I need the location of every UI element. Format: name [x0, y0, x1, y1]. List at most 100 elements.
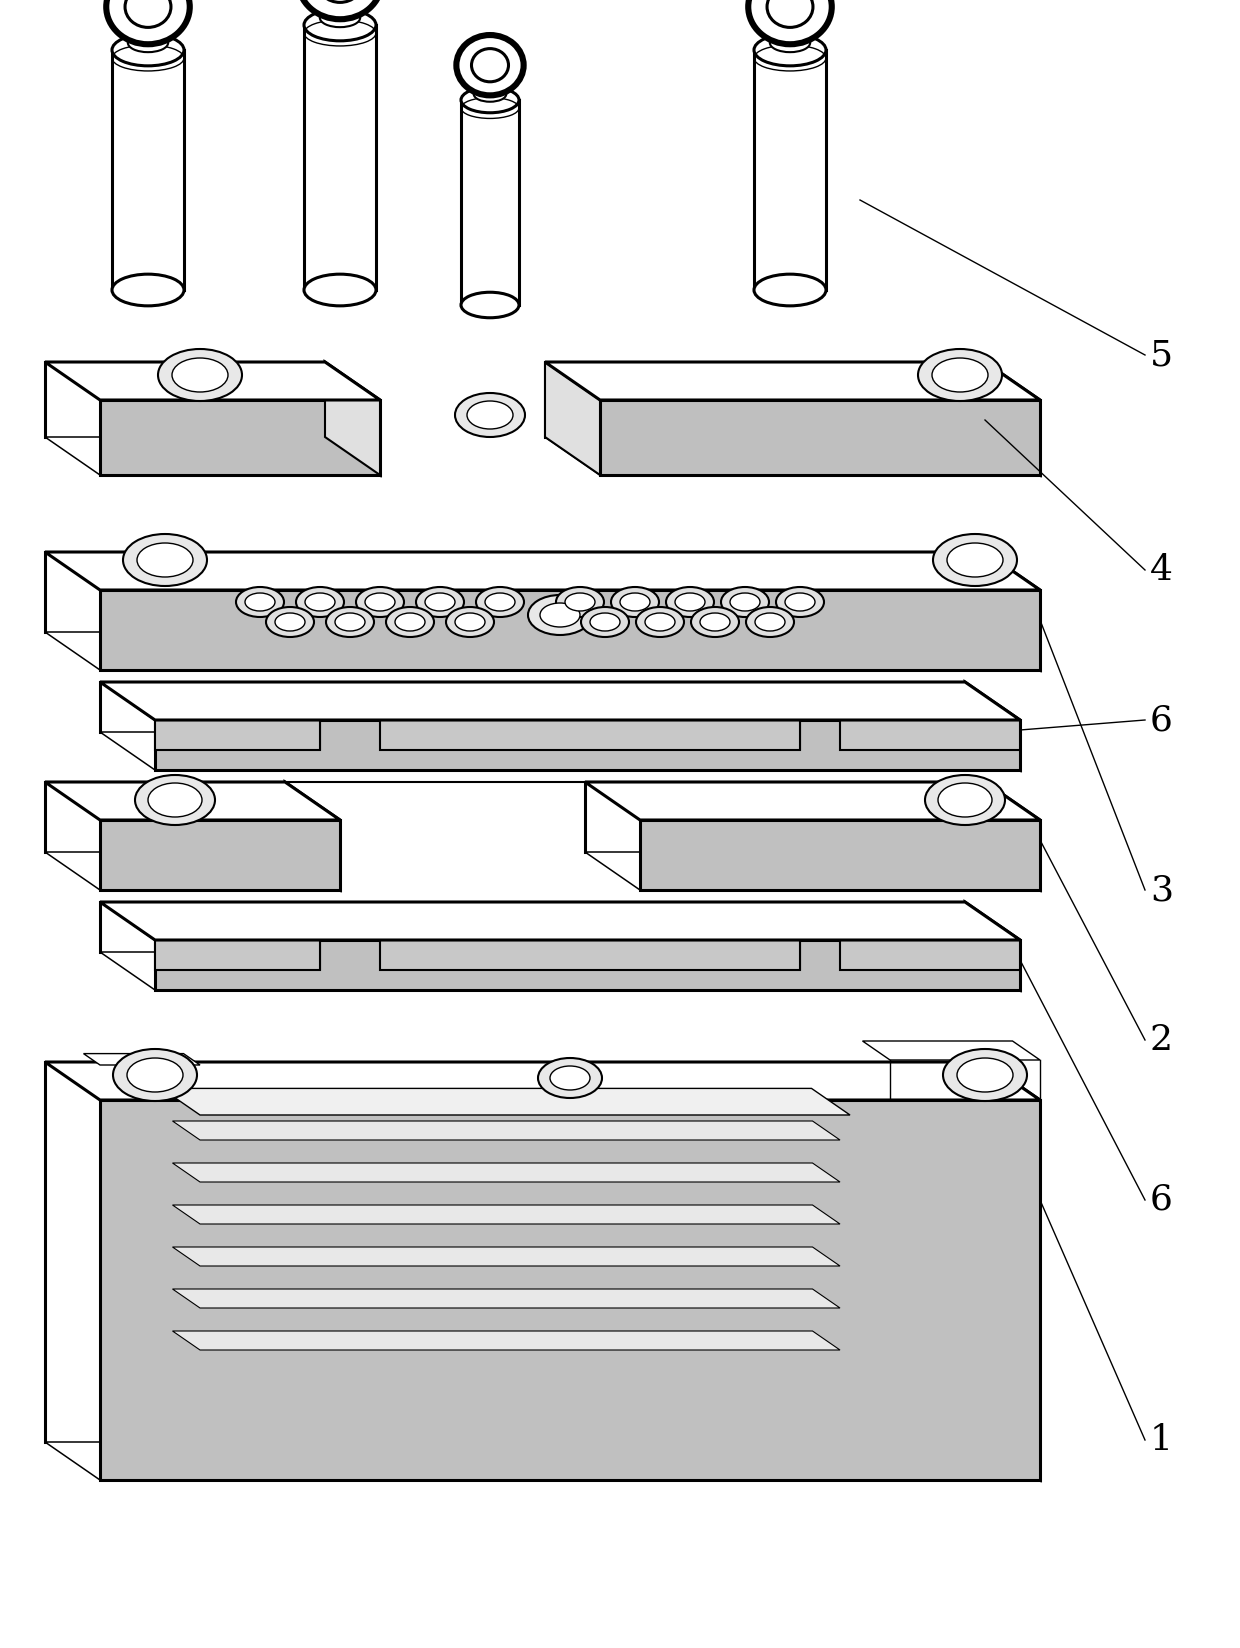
- Polygon shape: [100, 901, 1021, 939]
- Polygon shape: [985, 783, 1040, 890]
- Ellipse shape: [461, 87, 520, 112]
- Polygon shape: [379, 720, 800, 750]
- Polygon shape: [45, 1442, 1040, 1480]
- Polygon shape: [100, 821, 340, 890]
- Ellipse shape: [590, 613, 620, 631]
- Polygon shape: [172, 1248, 839, 1266]
- Polygon shape: [585, 852, 1040, 890]
- Ellipse shape: [135, 775, 215, 826]
- Ellipse shape: [755, 613, 785, 631]
- Text: 1: 1: [1149, 1422, 1173, 1457]
- Polygon shape: [965, 682, 1021, 770]
- Polygon shape: [600, 400, 1040, 475]
- Polygon shape: [100, 953, 1021, 990]
- Polygon shape: [172, 1163, 839, 1182]
- Polygon shape: [298, 705, 320, 750]
- Polygon shape: [298, 925, 320, 971]
- Ellipse shape: [425, 593, 455, 611]
- Polygon shape: [358, 925, 800, 939]
- Polygon shape: [112, 49, 184, 290]
- Polygon shape: [45, 363, 379, 400]
- Ellipse shape: [113, 1050, 197, 1101]
- Polygon shape: [304, 25, 376, 290]
- Polygon shape: [45, 437, 379, 475]
- Ellipse shape: [768, 0, 813, 28]
- Polygon shape: [100, 682, 1021, 720]
- Ellipse shape: [474, 87, 506, 102]
- Ellipse shape: [551, 1066, 590, 1089]
- Ellipse shape: [748, 0, 832, 44]
- Polygon shape: [985, 1061, 1040, 1480]
- Polygon shape: [172, 1289, 839, 1309]
- Ellipse shape: [396, 613, 425, 631]
- Polygon shape: [640, 821, 1040, 890]
- Text: 4: 4: [1149, 554, 1173, 587]
- Ellipse shape: [415, 587, 464, 616]
- Ellipse shape: [942, 1050, 1027, 1101]
- Ellipse shape: [932, 534, 1017, 587]
- Polygon shape: [965, 901, 1021, 990]
- Ellipse shape: [467, 400, 513, 428]
- Ellipse shape: [746, 606, 794, 638]
- Polygon shape: [754, 49, 826, 290]
- Ellipse shape: [932, 358, 988, 392]
- Polygon shape: [839, 720, 1021, 750]
- Polygon shape: [585, 783, 1040, 821]
- Ellipse shape: [320, 8, 360, 26]
- Ellipse shape: [356, 587, 404, 616]
- Polygon shape: [863, 1042, 1040, 1060]
- Polygon shape: [161, 1088, 849, 1116]
- Polygon shape: [133, 925, 320, 939]
- Ellipse shape: [476, 587, 525, 616]
- Text: 5: 5: [1149, 338, 1173, 372]
- Ellipse shape: [918, 349, 1002, 400]
- Ellipse shape: [754, 274, 826, 307]
- Ellipse shape: [305, 593, 335, 611]
- Polygon shape: [45, 852, 340, 890]
- Ellipse shape: [304, 10, 376, 41]
- Polygon shape: [100, 1099, 1040, 1480]
- Ellipse shape: [754, 35, 826, 66]
- Ellipse shape: [937, 783, 992, 817]
- Ellipse shape: [112, 35, 184, 66]
- Ellipse shape: [675, 593, 706, 611]
- Ellipse shape: [455, 613, 485, 631]
- Text: 3: 3: [1149, 873, 1173, 906]
- Ellipse shape: [299, 0, 382, 20]
- Ellipse shape: [582, 606, 629, 638]
- Ellipse shape: [128, 33, 169, 53]
- Polygon shape: [45, 1061, 1040, 1099]
- Ellipse shape: [565, 593, 595, 611]
- Ellipse shape: [455, 392, 525, 437]
- Ellipse shape: [691, 606, 739, 638]
- Ellipse shape: [123, 534, 207, 587]
- Polygon shape: [45, 552, 1040, 590]
- Ellipse shape: [126, 1058, 184, 1093]
- Polygon shape: [325, 363, 379, 475]
- Polygon shape: [777, 925, 800, 971]
- Polygon shape: [358, 705, 800, 720]
- Ellipse shape: [957, 1058, 1013, 1093]
- Ellipse shape: [485, 593, 515, 611]
- Ellipse shape: [296, 587, 343, 616]
- Polygon shape: [83, 1053, 200, 1065]
- Polygon shape: [777, 705, 800, 750]
- Text: 2: 2: [1149, 1023, 1173, 1056]
- Polygon shape: [546, 363, 600, 475]
- Ellipse shape: [246, 593, 275, 611]
- Ellipse shape: [275, 613, 305, 631]
- Polygon shape: [100, 400, 379, 475]
- Polygon shape: [133, 705, 320, 720]
- Polygon shape: [45, 783, 340, 821]
- Polygon shape: [45, 631, 1040, 671]
- Ellipse shape: [776, 587, 825, 616]
- Polygon shape: [546, 363, 1040, 400]
- Ellipse shape: [645, 613, 675, 631]
- Ellipse shape: [446, 606, 494, 638]
- Text: 6: 6: [1149, 1183, 1173, 1216]
- Ellipse shape: [785, 593, 815, 611]
- Ellipse shape: [107, 0, 190, 44]
- Ellipse shape: [326, 606, 374, 638]
- Ellipse shape: [335, 613, 365, 631]
- Polygon shape: [155, 939, 320, 971]
